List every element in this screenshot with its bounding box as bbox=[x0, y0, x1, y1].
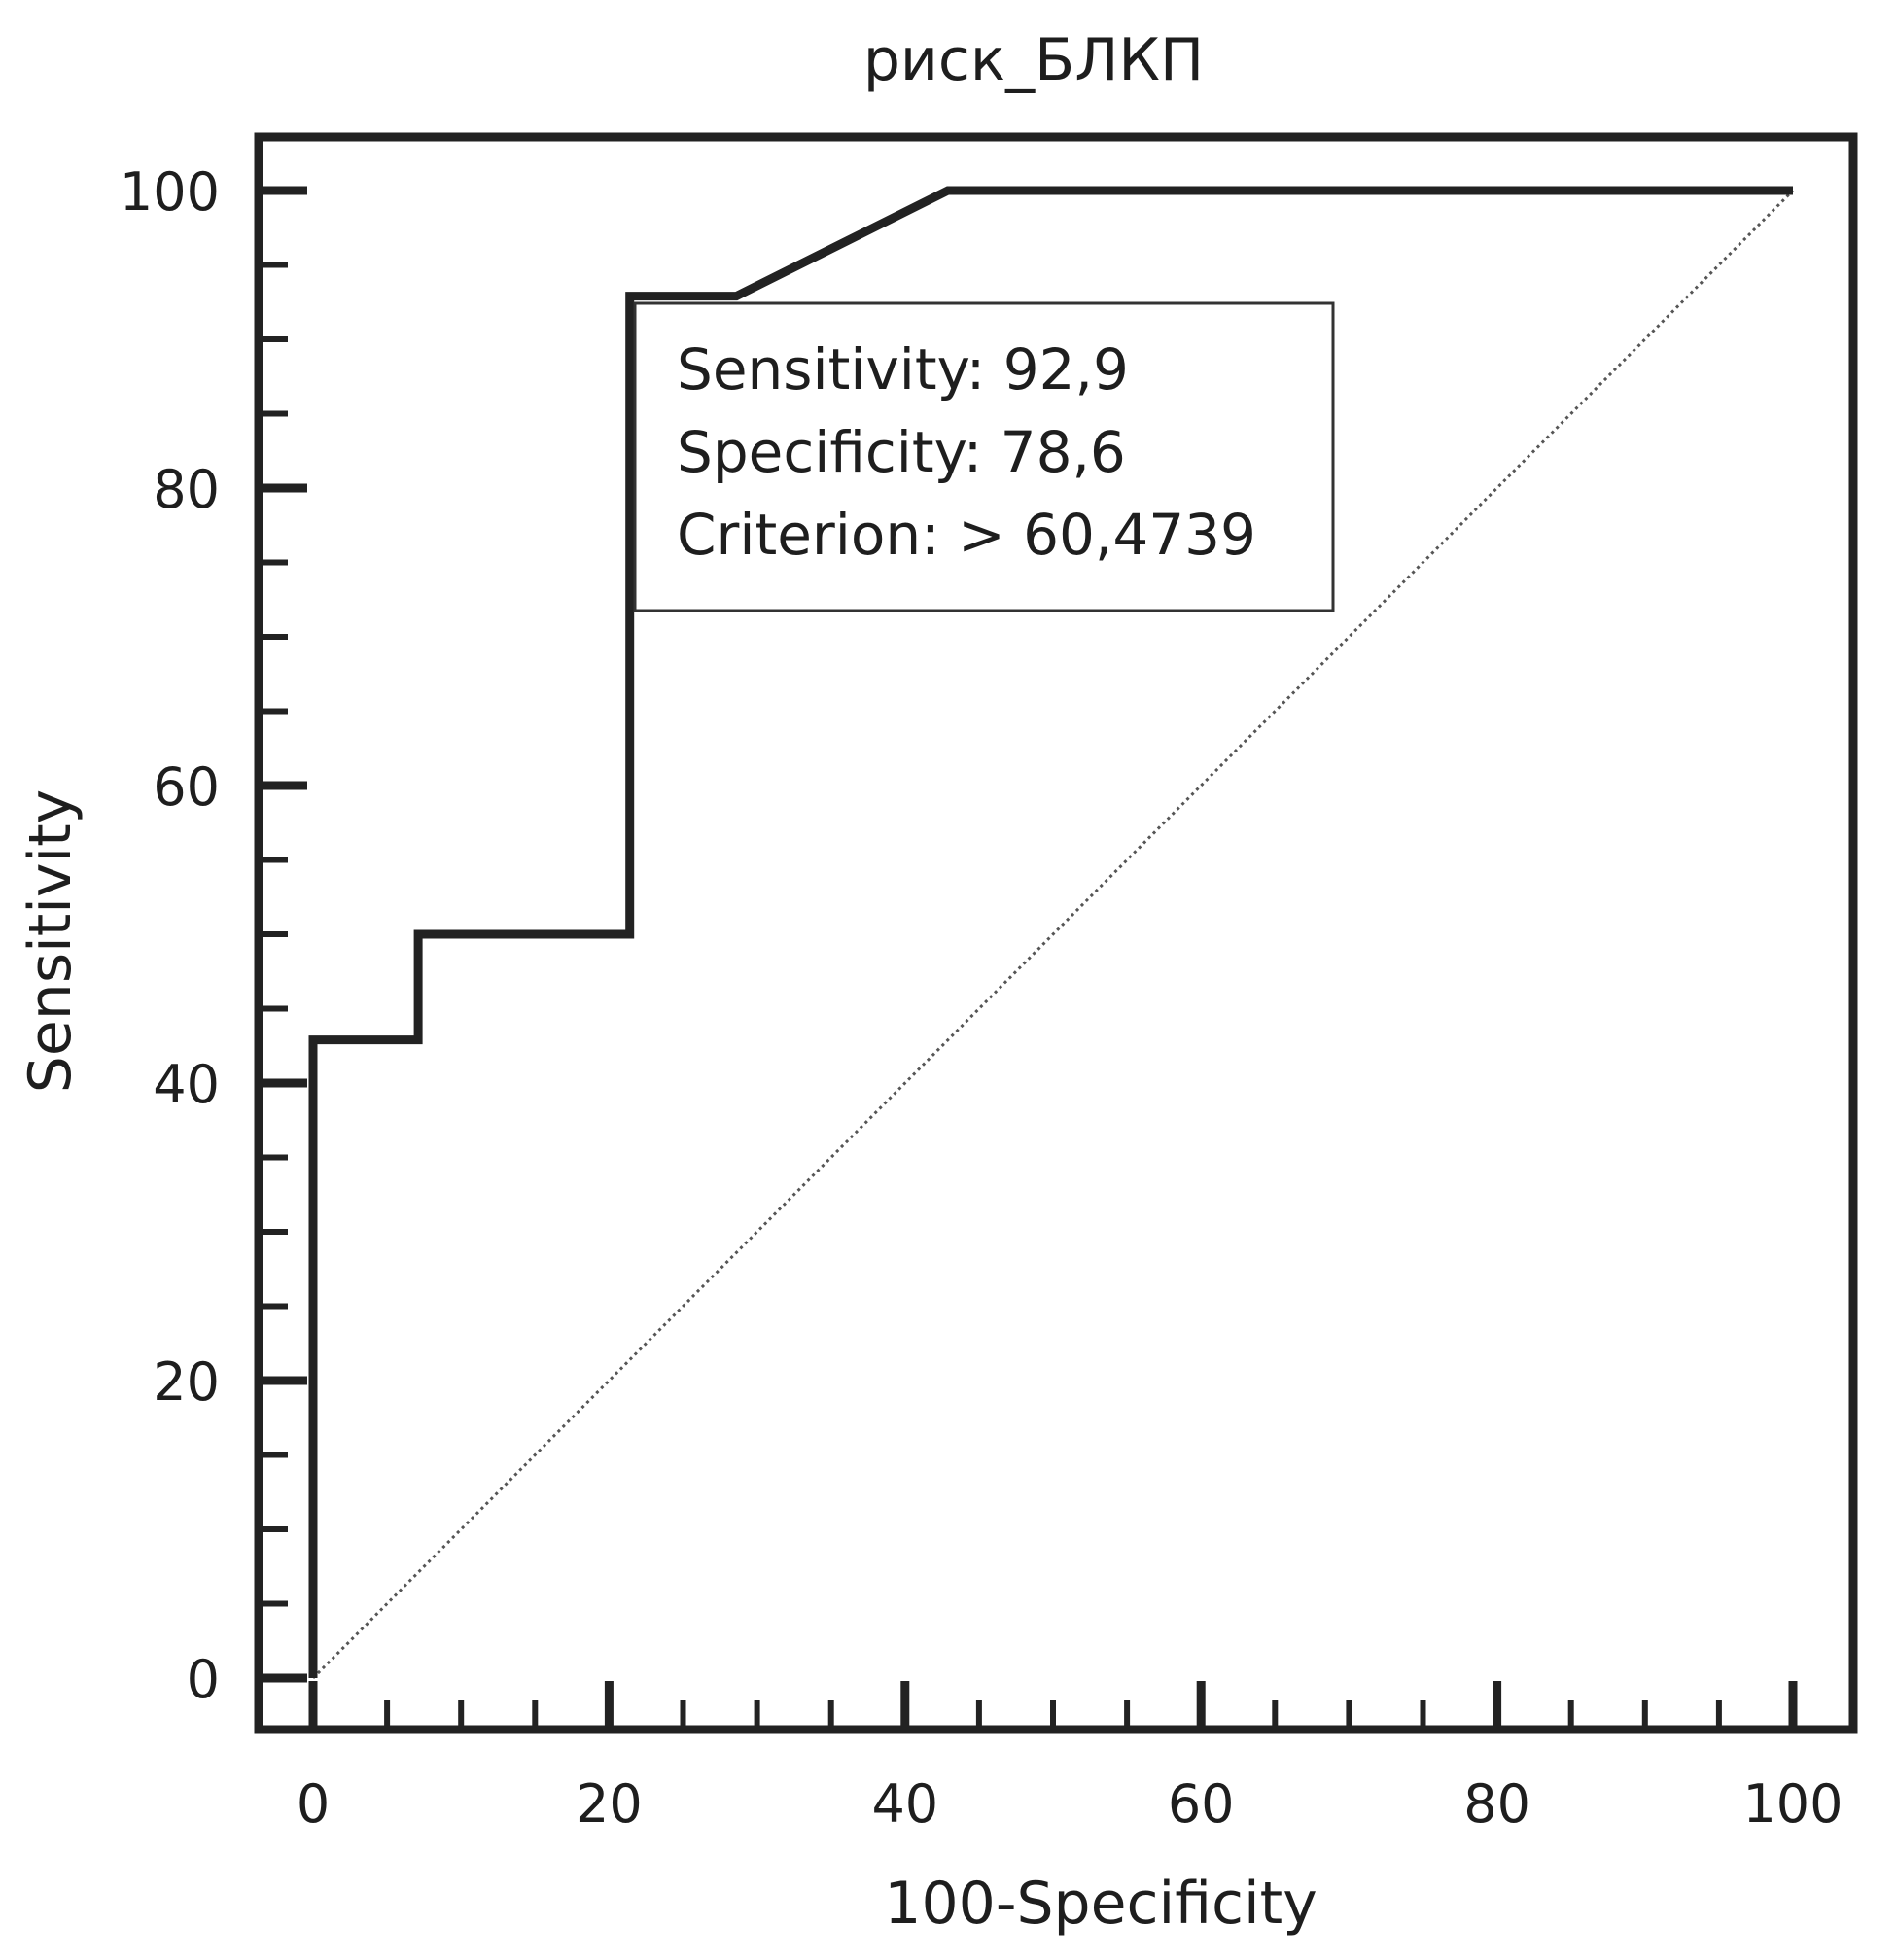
x-tick-label: 0 bbox=[297, 1773, 330, 1835]
x-tick-label: 80 bbox=[1463, 1773, 1530, 1835]
y-tick-label: 100 bbox=[120, 161, 220, 223]
x-axis-label: 100-Specificity bbox=[884, 1870, 1317, 1938]
reference-diagonal-line bbox=[311, 189, 1795, 1680]
y-tick-label: 0 bbox=[187, 1649, 220, 1710]
x-tick-label: 40 bbox=[871, 1773, 938, 1835]
y-axis-label: Sensitivity bbox=[17, 789, 85, 1093]
y-tick-label: 80 bbox=[153, 459, 220, 520]
annotation-specificity: Specificity: 78,6 bbox=[677, 419, 1126, 485]
y-axis-tick-labels: 0 20 40 60 80 100 bbox=[120, 161, 220, 1710]
chart-title: риск_БЛКП bbox=[863, 26, 1204, 94]
y-tick-label: 40 bbox=[153, 1054, 220, 1115]
x-axis-ticks bbox=[308, 1681, 1798, 1730]
roc-curve-line bbox=[308, 186, 1793, 1678]
annotation-frame bbox=[633, 301, 1335, 612]
y-tick-label: 20 bbox=[153, 1351, 220, 1413]
x-axis-tick-labels: 0 20 40 60 80 100 bbox=[297, 1773, 1844, 1835]
x-tick-label: 100 bbox=[1742, 1773, 1843, 1835]
y-axis-ticks bbox=[259, 186, 307, 1683]
annotation-sensitivity: Sensitivity: 92,9 bbox=[677, 336, 1129, 402]
x-tick-label: 20 bbox=[576, 1773, 643, 1835]
x-tick-label: 60 bbox=[1168, 1773, 1235, 1835]
y-tick-label: 60 bbox=[153, 756, 220, 818]
annotation-criterion: Criterion: > 60,4739 bbox=[677, 502, 1256, 568]
criterion-annotation-box: Sensitivity: 92,9 Specificity: 78,6 Crit… bbox=[633, 301, 1335, 612]
